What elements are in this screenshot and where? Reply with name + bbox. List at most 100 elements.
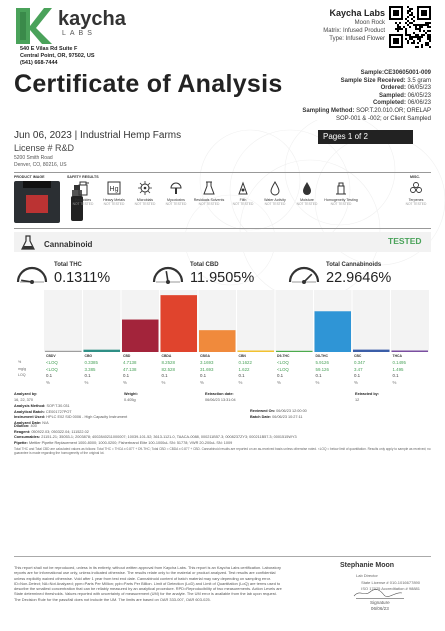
cannabinoid-unit: % <box>277 379 281 385</box>
consumables-block: Dilution: 400 Reagent: 050922.03; 050322… <box>14 424 297 445</box>
client-license: License # R&D <box>14 143 75 153</box>
safety-test-status: NOT TESTED <box>72 202 94 206</box>
cannabinoid-unit: % <box>84 379 89 385</box>
safety-test-item: Mycotoxins NOT TESTED <box>159 180 193 206</box>
signature-line <box>356 598 404 599</box>
kaycha-logo-icon <box>16 8 52 44</box>
cannabinoid-unit: % <box>238 379 243 385</box>
safety-test-status: NOT TESTED <box>232 202 254 206</box>
cannabinoid-unit: % <box>315 379 320 385</box>
review-block: Reviewed On: 06/06/23 12:00:00 Batch Dat… <box>250 409 307 419</box>
cannabinoid-column-header: THCA <box>392 354 402 358</box>
cannabinoid-mg-value: <LOQ <box>277 366 289 372</box>
safety-test-status: NOT TESTED <box>165 202 187 206</box>
sample-info: Sample:CE30605001-009 Sample Size Receiv… <box>302 70 431 122</box>
safety-test-name: Residuals Solvents <box>193 198 225 202</box>
cannabinoid-column-header: CBDV <box>46 354 56 358</box>
extraction-date: Extraction date: 06/06/23 13:31:04 <box>205 392 236 402</box>
safety-test-item: Water Activity NOT TESTED <box>258 180 292 206</box>
gauge-icon <box>288 266 320 284</box>
safety-test-status: NOT TESTED <box>198 202 220 206</box>
gauge-icon <box>16 266 48 284</box>
moisture-icon <box>303 182 311 195</box>
cannabinoid-pct-value: 0.1622 <box>238 360 252 365</box>
total-value: 0.1311% <box>54 270 111 286</box>
cannabinoid-loq-value: 0.1 <box>123 373 130 378</box>
client-address: 5200 Smith Road Denver, CO, 80216, US <box>14 155 67 168</box>
cannabinoid-mg-value: 1.495 <box>392 366 404 372</box>
safety-test-name: Filth <box>239 198 247 202</box>
cannabinoid-column-header: CBN <box>238 354 246 358</box>
cannabinoid-column-header: CBGA <box>200 354 210 358</box>
bar-d9-thc <box>276 350 313 352</box>
cannabinoid-column-header: CBD <box>123 354 131 358</box>
analyzed-by: Analyzed by: 16, 22, 370 <box>14 392 38 402</box>
bar-thca <box>391 350 428 352</box>
signature-scribble <box>353 589 403 597</box>
water-activity-icon <box>270 181 280 196</box>
analysis-method-block: Analysis Method: SOP.T.30.031 Analytical… <box>14 404 128 425</box>
bar-cbn <box>237 350 274 352</box>
cannabinoid-unit: % <box>123 379 127 385</box>
safety-test-name: Pesticides <box>74 198 92 202</box>
cannabinoid-status-badge: TESTED <box>388 236 422 246</box>
safety-test-item: Terpenes NOT TESTED <box>399 180 433 206</box>
cannabinoid-mg-value: <LOQ <box>46 366 58 372</box>
homogeneity-icon <box>336 182 346 195</box>
page-indicator: Pages 1 of 2 <box>318 130 413 144</box>
table-row-label: mg/g <box>18 366 26 371</box>
cannabinoid-unit: % <box>46 379 50 385</box>
signer-name: Stephanie Moon <box>340 562 395 569</box>
filth-icon <box>238 181 248 195</box>
safety-test-item: Moisture NOT TESTED <box>290 180 324 206</box>
flask-icon <box>21 235 35 250</box>
table-row-label: LOQ <box>18 373 26 377</box>
cannabinoid-unit: % <box>354 379 358 385</box>
cannabinoid-column-header: CBDA <box>161 354 172 358</box>
bar-cbda <box>160 295 197 352</box>
cannabinoid-bar-chart <box>44 290 429 352</box>
cannabinoid-pct-value: 3.1693 <box>200 360 214 365</box>
lab-title: Kaycha Labs <box>329 8 385 18</box>
pesticide-icon <box>78 181 89 196</box>
logo-subtitle: LABS <box>62 30 96 37</box>
cannabinoid-loq-value: 0.1 <box>238 373 245 378</box>
cannabinoid-unit: % <box>200 379 204 385</box>
svg-text:Hg: Hg <box>110 186 119 193</box>
product-image <box>14 181 60 223</box>
safety-test-status: NOT TESTED <box>330 202 352 206</box>
cannabinoid-loq-value: 0.1 <box>315 373 322 378</box>
header-product-info: Kaycha Labs Moon Rock Matrix: Infused Pr… <box>323 8 385 43</box>
terpenes-icon <box>410 182 422 193</box>
safety-test-item: Homogeneity Testing NOT TESTED <box>324 180 358 206</box>
signer-licenses: State License # 010-1016677890 ISO 17025… <box>361 580 420 591</box>
cannabinoid-loq-value: 0.1 <box>161 373 168 378</box>
cannabinoid-pct-value: 8.2528 <box>161 360 175 365</box>
safety-test-status: NOT TESTED <box>296 202 318 206</box>
cannabinoid-pct-value: <LOQ <box>46 360 58 365</box>
qr-code-icon[interactable] <box>389 6 431 48</box>
footer-divider <box>14 556 431 557</box>
cannabinoid-header-bar <box>14 232 431 252</box>
cannabinoid-loq-value: 0.1 <box>200 373 207 378</box>
safety-test-status: NOT TESTED <box>405 202 427 206</box>
mycotoxins-icon <box>170 182 182 194</box>
microbials-icon <box>138 181 152 195</box>
bar-cbd <box>122 319 159 352</box>
cannabinoid-column-header: CBG <box>84 354 93 358</box>
page-title: Certificate of Analysis <box>14 70 283 98</box>
cannabinoid-mg-value: 3.385 <box>84 366 96 372</box>
safety-test-item: Residuals Solvents NOT TESTED <box>192 180 226 206</box>
safety-test-name: Moisture <box>300 198 314 202</box>
cannabinoid-mg-value: 47.138 <box>123 366 137 372</box>
safety-test-status: NOT TESTED <box>103 202 125 206</box>
cannabinoid-unit: % <box>392 379 397 385</box>
cannabinoid-loq-value: 0.1 <box>354 373 361 378</box>
product-image-label: PRODUCT IMAGE <box>14 175 45 179</box>
heavy-metals-icon: Hg <box>107 181 121 195</box>
bar-cbg <box>83 349 120 352</box>
spray-bottle-icon <box>71 185 83 221</box>
safety-test-name: Water Activity <box>264 198 286 202</box>
cannabinoid-loq-value: 0.1 <box>392 373 399 378</box>
cannabinoid-mg-value: 3.47 <box>354 366 363 372</box>
